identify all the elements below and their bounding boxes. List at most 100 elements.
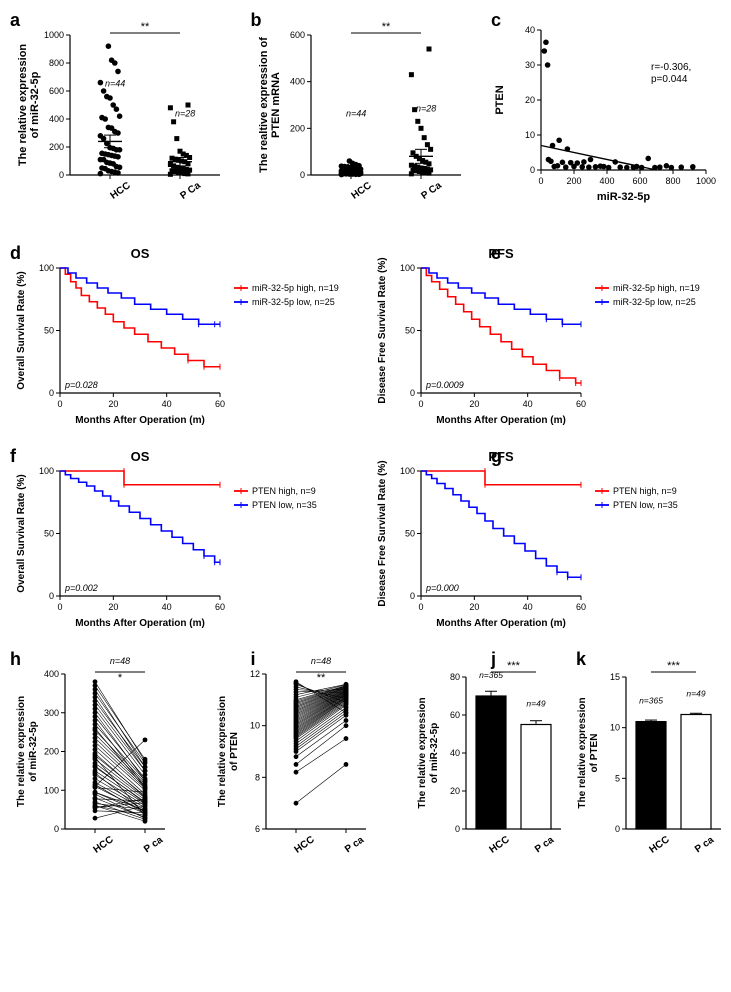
- svg-text:10: 10: [610, 723, 620, 733]
- svg-text:**: **: [141, 21, 150, 33]
- panel-k-label: k: [576, 649, 586, 670]
- svg-text:800: 800: [665, 176, 680, 186]
- svg-text:60: 60: [450, 710, 460, 720]
- svg-text:60: 60: [215, 602, 225, 612]
- svg-text:60: 60: [576, 399, 586, 409]
- svg-text:0: 0: [49, 388, 54, 398]
- svg-text:Months After Operation (m): Months After Operation (m): [75, 415, 205, 426]
- svg-text:50: 50: [405, 529, 415, 539]
- panel-e: e0501000204060PFSmiR-32-5p high, n=19miR…: [491, 243, 731, 438]
- svg-text:0: 0: [299, 170, 304, 180]
- svg-text:***: ***: [507, 660, 521, 672]
- svg-text:10: 10: [249, 721, 259, 731]
- svg-text:0: 0: [410, 591, 415, 601]
- svg-text:600: 600: [289, 30, 304, 40]
- svg-text:300: 300: [44, 708, 59, 718]
- svg-text:P ca: P ca: [693, 834, 716, 855]
- svg-text:P Ca: P Ca: [178, 180, 203, 202]
- svg-text:n=365: n=365: [639, 696, 663, 706]
- svg-text:**: **: [381, 21, 390, 33]
- svg-text:PTEN high, n=9: PTEN high, n=9: [613, 486, 677, 496]
- svg-text:40: 40: [450, 748, 460, 758]
- svg-text:40: 40: [162, 399, 172, 409]
- svg-text:8: 8: [254, 772, 259, 782]
- panel-i-label: i: [251, 649, 256, 670]
- svg-text:0: 0: [57, 399, 62, 409]
- svg-text:P ca: P ca: [343, 834, 366, 855]
- svg-text:80: 80: [450, 672, 460, 682]
- svg-text:HCC: HCC: [109, 180, 133, 201]
- svg-text:The relative expression: The relative expression: [217, 696, 228, 807]
- svg-text:40: 40: [523, 602, 533, 612]
- chart-h: 0100200300400HCCP can=48*The relative ex…: [10, 649, 185, 889]
- svg-text:*: *: [118, 672, 123, 684]
- svg-text:100: 100: [44, 785, 59, 795]
- chart-g: 0501000204060PFSPTEN high, n=9PTEN low, …: [371, 446, 721, 636]
- svg-text:of miR-32-5p: of miR-32-5p: [29, 71, 41, 138]
- chart-e: 0501000204060PFSmiR-32-5p high, n=19miR-…: [371, 243, 721, 433]
- svg-text:0: 0: [418, 602, 423, 612]
- panel-j-label: j: [491, 649, 496, 670]
- chart-j: 020406080HCCn=365P can=49***The relative…: [411, 649, 581, 889]
- svg-text:r=-0.306,: r=-0.306,: [651, 62, 691, 73]
- svg-text:Months After Operation (m): Months After Operation (m): [436, 618, 566, 629]
- svg-text:HCC: HCC: [349, 180, 373, 201]
- svg-text:The realtive expression of: The realtive expression of: [258, 37, 270, 173]
- svg-text:The relative expression: The relative expression: [17, 44, 29, 167]
- svg-text:6: 6: [254, 824, 259, 834]
- svg-text:10: 10: [525, 130, 535, 140]
- svg-text:n=48: n=48: [310, 656, 330, 666]
- svg-text:400: 400: [289, 77, 304, 87]
- svg-text:20: 20: [108, 602, 118, 612]
- svg-text:0: 0: [455, 824, 460, 834]
- svg-text:Disease Free Survival Rate (%): Disease Free Survival Rate (%): [377, 257, 388, 403]
- svg-text:0: 0: [615, 824, 620, 834]
- svg-text:HCC: HCC: [92, 834, 116, 855]
- svg-text:5: 5: [615, 773, 620, 783]
- svg-text:PTEN high, n=9: PTEN high, n=9: [252, 486, 316, 496]
- svg-text:200: 200: [566, 176, 581, 186]
- panel-c-label: c: [491, 10, 501, 31]
- svg-text:of miR-32-5p: of miR-32-5p: [429, 723, 440, 784]
- svg-text:200: 200: [49, 142, 64, 152]
- panel-h: h0100200300400HCCP can=48*The relative e…: [10, 649, 243, 894]
- panel-j: j020406080HCCn=365P can=49***The relativ…: [491, 649, 731, 894]
- svg-text:800: 800: [49, 58, 64, 68]
- svg-text:p=0.0009: p=0.0009: [425, 380, 464, 390]
- svg-text:0: 0: [57, 602, 62, 612]
- chart-c: 01020304002004006008001000PTENmiR-32-5pr…: [491, 10, 721, 230]
- svg-text:Months After Operation (m): Months After Operation (m): [75, 618, 205, 629]
- svg-text:of miR-32-5p: of miR-32-5p: [28, 721, 39, 782]
- svg-text:200: 200: [289, 123, 304, 133]
- svg-text:n=28: n=28: [175, 109, 195, 119]
- svg-text:miR-32-5p low, n=25: miR-32-5p low, n=25: [252, 297, 335, 307]
- svg-text:**: **: [316, 672, 325, 684]
- svg-text:HCC: HCC: [292, 834, 316, 855]
- svg-text:50: 50: [44, 326, 54, 336]
- svg-text:40: 40: [525, 25, 535, 35]
- svg-text:400: 400: [44, 669, 59, 679]
- svg-text:The relative expression: The relative expression: [417, 697, 428, 808]
- svg-text:PTEN low, n=35: PTEN low, n=35: [613, 500, 678, 510]
- panel-e-label: e: [491, 243, 501, 264]
- svg-text:of PTEN: of PTEN: [589, 734, 600, 773]
- svg-text:miR-32-5p low, n=25: miR-32-5p low, n=25: [613, 297, 696, 307]
- svg-text:60: 60: [576, 602, 586, 612]
- svg-text:HCC: HCC: [648, 834, 672, 855]
- chart-i: 681012HCCP can=48**The relative expressi…: [211, 649, 386, 889]
- svg-text:The relative expression: The relative expression: [16, 696, 27, 807]
- svg-text:20: 20: [469, 399, 479, 409]
- svg-text:PTEN: PTEN: [494, 85, 506, 114]
- svg-text:0: 0: [49, 591, 54, 601]
- svg-text:1000: 1000: [696, 176, 716, 186]
- panel-g: g0501000204060PFSPTEN high, n=9PTEN low,…: [491, 446, 731, 641]
- svg-text:P ca: P ca: [533, 834, 556, 855]
- panel-a: a02004006008001000HCCP Can=44n=28**The r…: [10, 10, 243, 235]
- panel-g-label: g: [491, 446, 502, 467]
- svg-text:40: 40: [162, 602, 172, 612]
- chart-k: 051015HCCn=365P can=49***The relative ex…: [571, 649, 731, 889]
- svg-text:miR-32-5p high, n=19: miR-32-5p high, n=19: [252, 283, 339, 293]
- panel-d-label: d: [10, 243, 21, 264]
- svg-text:Overall Survival Rate (%): Overall Survival Rate (%): [16, 474, 27, 592]
- svg-text:n=44: n=44: [105, 78, 125, 88]
